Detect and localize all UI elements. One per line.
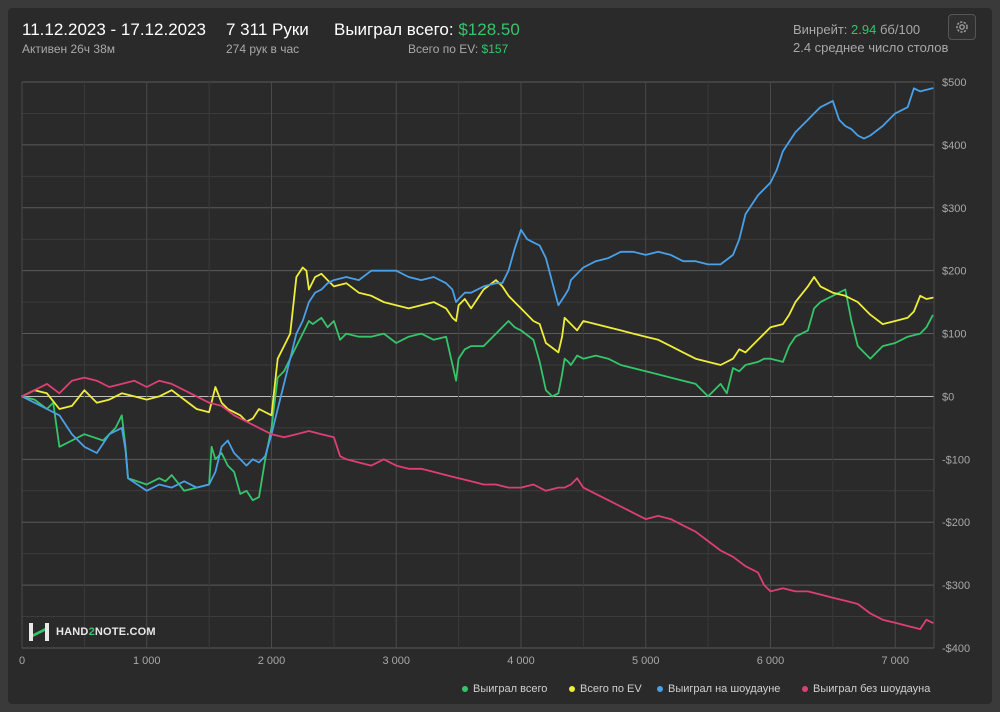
- y-tick-label: $100: [942, 329, 966, 341]
- grid: [21, 81, 935, 649]
- active-time: Активен 26ч 38м: [22, 42, 115, 56]
- won-total-label: Выиграл всего:: [334, 20, 454, 39]
- ev-total-value: $157: [481, 42, 509, 56]
- x-tick-label: 5 000: [632, 655, 660, 667]
- hand2note-logo: HAND2NOTE.COM: [28, 622, 156, 642]
- legend-label: Выиграл на шоудауне: [668, 683, 781, 695]
- y-tick-label: $500: [942, 77, 966, 89]
- hand2note-logo-text: HAND2NOTE.COM: [56, 626, 156, 638]
- settings-button[interactable]: [948, 14, 976, 40]
- y-axis: $500 $400 $300 $200 $100 $0 -$100 -$200 -$300 -$4…: [942, 77, 970, 655]
- date-range: 11.12.2023 - 17.12.2023: [22, 20, 207, 39]
- x-axis: 0 1 000 2 000 3 000 4 000 5 000 6 000 7 000: [19, 655, 909, 667]
- x-tick-label: 3 000: [382, 655, 410, 667]
- won-total: Выиграл всего: $128.50: [334, 20, 520, 40]
- series-line-showdown: [21, 87, 934, 492]
- legend-dot: [569, 686, 575, 692]
- winrate: Винрейт: 2.94 бб/100: [793, 22, 920, 37]
- ev-total: Всего по EV: $157: [408, 42, 508, 56]
- hand2note-logo-icon: [29, 623, 49, 641]
- legend-dot: [802, 686, 808, 692]
- winrate-unit: бб/100: [879, 22, 921, 37]
- hands-per-hour: 274 рук в час: [226, 42, 300, 56]
- gear-icon: [956, 21, 968, 33]
- y-tick-label: $400: [942, 140, 966, 152]
- y-tick-label: $200: [942, 266, 966, 278]
- x-tick-label: 6 000: [757, 655, 785, 667]
- legend-label: Выиграл без шоудауна: [813, 683, 931, 695]
- series-line-won-total: [21, 288, 934, 502]
- avg-tables: 2.4 среднее число столов: [793, 40, 949, 55]
- legend-item-won-total[interactable]: Выиграл всего: [462, 683, 547, 695]
- legend-item-ev[interactable]: Всего по EV: [569, 683, 642, 695]
- legend-dot: [462, 686, 468, 692]
- chart-panel: [8, 8, 992, 704]
- y-tick-label: -$400: [942, 643, 970, 655]
- series-line-ev: [21, 266, 934, 423]
- legend-label: Всего по EV: [580, 683, 642, 695]
- hands-count: 7 311 Руки: [226, 20, 309, 39]
- x-tick-label: 2 000: [258, 655, 286, 667]
- legend-item-showdown[interactable]: Выиграл на шоудауне: [657, 683, 780, 695]
- x-tick-label: 1 000: [133, 655, 161, 667]
- x-tick-label: 4 000: [507, 655, 535, 667]
- y-tick-label: -$100: [942, 454, 970, 466]
- legend-dot: [657, 686, 663, 692]
- legend-item-non-showdown[interactable]: Выиграл без шоудауна: [802, 683, 930, 695]
- y-tick-label: -$300: [942, 580, 970, 592]
- won-total-value: $128.50: [458, 20, 520, 39]
- winrate-value: 2.94: [851, 22, 877, 37]
- series-lines: [21, 87, 934, 630]
- series-line-non-showdown: [21, 376, 934, 630]
- y-tick-label: $300: [942, 203, 966, 215]
- x-tick-label: 7 000: [881, 655, 909, 667]
- winrate-label: Винрейт:: [793, 22, 848, 37]
- y-tick-label: -$200: [942, 517, 970, 529]
- ev-total-label: Всего по EV:: [408, 42, 479, 56]
- y-tick-label: $0: [942, 391, 954, 403]
- x-tick-label: 0: [19, 655, 25, 667]
- legend-label: Выиграл всего: [473, 683, 548, 695]
